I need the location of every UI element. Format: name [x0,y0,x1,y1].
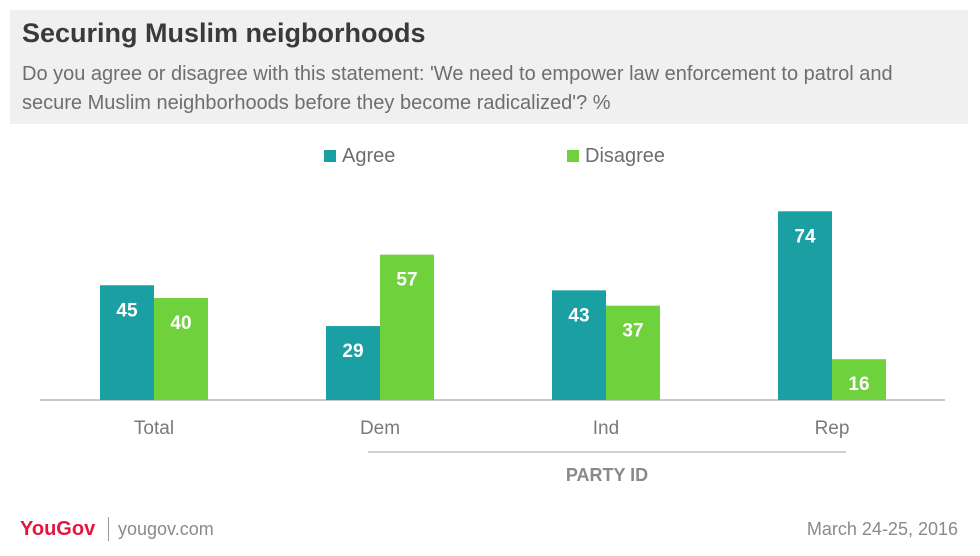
data-label-disagree-rep: 16 [848,374,869,395]
footer-divider [108,517,109,541]
x-tick-label-ind: Ind [593,418,619,439]
x-tick-label-rep: Rep [815,418,850,439]
chart-subtitle: Do you agree or disagree with this state… [22,63,893,114]
header-panel: Securing Muslim neigborhoods Do you agre… [10,10,968,124]
legend-item-agree: Agree [324,143,395,169]
x-tick-label-dem: Dem [360,418,400,439]
footer-date: March 24-25, 2016 [806,519,958,539]
data-label-disagree-ind: 37 [622,321,643,342]
data-label-agree-total: 45 [116,300,138,321]
legend-item-disagree: Disagree [567,143,665,169]
legend-label-agree: Agree [342,144,396,167]
data-label-agree-rep: 74 [794,226,816,247]
bar-disagree-ind [606,305,660,400]
data-label-agree-ind: 43 [568,305,589,326]
party-id-group-label: PARTY ID [566,465,648,485]
bar-agree-rep [778,211,832,400]
data-label-disagree-total: 40 [170,313,191,334]
footer-site: yougov.com [118,519,214,539]
bar-disagree-rep [832,359,886,400]
yougov-logo: YouGov [20,518,96,540]
data-label-disagree-dem: 57 [396,270,417,291]
legend-swatch-disagree [567,150,579,162]
bar-agree-dem [326,326,380,400]
legend-swatch-agree [324,150,336,162]
x-tick-label-total: Total [134,418,174,439]
bar-agree-ind [552,290,606,400]
bar-agree-total [100,285,154,400]
legend-label-disagree: Disagree [585,144,666,167]
bar-disagree-total [154,298,208,400]
chart-title: Securing Muslim neigborhoods [22,18,426,48]
bar-disagree-dem [380,254,434,400]
data-label-agree-dem: 29 [342,341,363,362]
